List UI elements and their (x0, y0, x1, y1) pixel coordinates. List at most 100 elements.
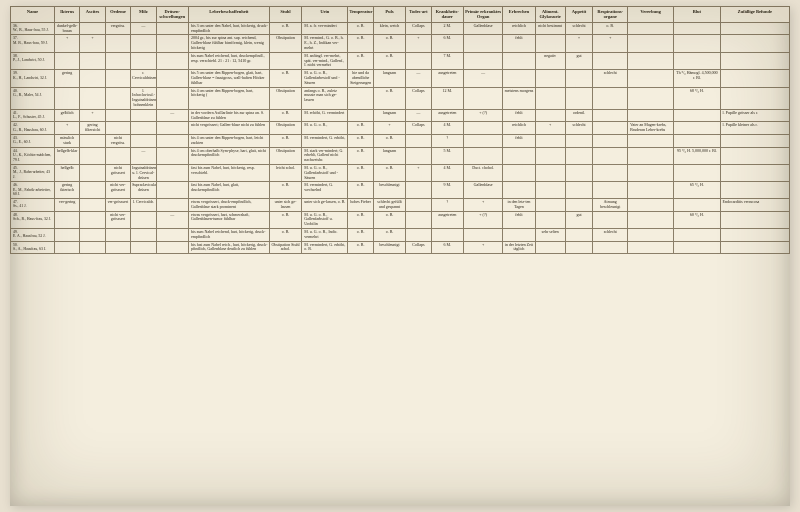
cell: 49.E. A., Hausfrau, 52 J. (11, 228, 55, 241)
cell: M. vermindert, G. erhöht, o. B. (302, 241, 348, 254)
cell: 4 M. (431, 164, 463, 181)
cell: — (131, 22, 156, 35)
cell: etwas vergrössert, druck-empfindlich, Ga… (188, 198, 269, 211)
cell: Obstipation Stuhl achol. (269, 241, 301, 254)
cell (535, 35, 565, 52)
cell: 45.M., J., Bahn-arbeiter, 43 J. (11, 164, 55, 181)
cell: + (535, 122, 565, 135)
cell (720, 22, 789, 35)
cell: nicht vergrössert; Gallen-blase nicht zu… (188, 122, 269, 135)
cell: in den letz-ten Tagen (503, 198, 535, 211)
cell: — (156, 211, 188, 228)
cell: 42.G., B., Hausfrau, 60 J. (11, 122, 55, 135)
cell: + (406, 35, 431, 52)
cell: M. anfängl. ver-mehrt, spät. ver-mind., … (302, 52, 348, 69)
cell (535, 147, 565, 164)
cell: 9 M. (431, 182, 463, 199)
cell: nicht ver-grösssert (105, 182, 130, 199)
cell: hellgelb (54, 164, 79, 181)
cell: bis 4 cm oberhalb Sym-physe, hart, glatt… (188, 147, 269, 164)
cell (348, 87, 373, 109)
cell (503, 228, 535, 241)
cell: bis 4 cm unter den Rippen-bogen, hart, h… (188, 87, 269, 109)
cell: + (593, 35, 628, 52)
cell (628, 70, 674, 87)
cell: schlecht (593, 228, 628, 241)
cell: — (406, 70, 431, 87)
cell (565, 164, 593, 181)
cell: + (565, 35, 593, 52)
cell: l. Cervicaldr. (131, 198, 156, 211)
cell: 6 M. (431, 241, 463, 254)
cell: M. erhöht, G. vermindert (302, 109, 348, 122)
cell: etwas vergrössert, hart, schmerzhaft, Ga… (188, 211, 269, 228)
cell (406, 182, 431, 199)
cell: dunkel-gelb-braun (54, 22, 79, 35)
cell: M. u. G. o. B., Indic. vermehrt (302, 228, 348, 241)
cell: schlecht gefüllt und gespannt (373, 198, 405, 211)
cell (156, 182, 188, 199)
cell (628, 109, 674, 122)
cell: 5 M. (431, 147, 463, 164)
cell (503, 147, 535, 164)
cell (269, 52, 301, 69)
cell (156, 198, 188, 211)
cell (674, 228, 720, 241)
cell: o. B. (269, 109, 301, 122)
cell: vergröss. (105, 22, 130, 35)
cell (565, 198, 593, 211)
cell (105, 109, 130, 122)
cell: M. u. G. o. B., Gallenfarbestoff und -Sä… (302, 70, 348, 87)
cell (156, 22, 188, 35)
cell: fehlt (503, 211, 535, 228)
cell: hellgelb-klar (54, 147, 79, 164)
cell: Obstipation (269, 147, 301, 164)
cell (80, 182, 105, 199)
cell: o. B. (373, 134, 405, 147)
cell (628, 134, 674, 147)
cell (348, 109, 373, 122)
cell (720, 134, 789, 147)
cell: Collaps (406, 22, 431, 35)
cell (565, 147, 593, 164)
cell: fehlt (503, 109, 535, 122)
cell: o. B. (348, 134, 373, 147)
cell: 4 M. (431, 122, 463, 135)
cell (628, 87, 674, 109)
cell (463, 228, 502, 241)
cell (720, 228, 789, 241)
cell: + (80, 35, 105, 52)
cell (720, 241, 789, 254)
cell (156, 134, 188, 147)
cell (503, 52, 535, 69)
cell (131, 228, 156, 241)
cell (593, 211, 628, 228)
col-header: Primär erkranktes Organ (463, 7, 502, 23)
cell (131, 134, 156, 147)
cell: mässlich stark (54, 134, 79, 147)
cell (720, 182, 789, 199)
cell (463, 52, 502, 69)
cell: o. B. (348, 52, 373, 69)
cell: r. Cervicaldrüsen (131, 70, 156, 87)
cell: + (?) (463, 109, 502, 122)
cell (628, 228, 674, 241)
cell (463, 122, 502, 135)
col-header: Puls (373, 7, 405, 23)
cell: Obstipation (269, 122, 301, 135)
cell: 50.S., A., Hausfrau, 63 J. (11, 241, 55, 254)
cell: gut (565, 52, 593, 69)
cell (593, 147, 628, 164)
cell: M. stark ver-mindert; G. erheblt, Gallen… (302, 147, 348, 164)
table-row: 41.L., F., Schuster, 45 J.gelblich+—in d… (11, 109, 790, 122)
cell: — (463, 70, 502, 87)
cell: o. B. (269, 22, 301, 35)
cell (156, 241, 188, 254)
cell: 47.Ss., 41 J. (11, 198, 55, 211)
cell (80, 164, 105, 181)
data-table: NameIkterusAscitesOedemeMilzDrüsen-schwe… (10, 6, 790, 254)
cell (105, 122, 130, 135)
cell: o. B. (373, 228, 405, 241)
cell: meistens morgens (503, 87, 535, 109)
col-header: Ascites (80, 7, 105, 23)
